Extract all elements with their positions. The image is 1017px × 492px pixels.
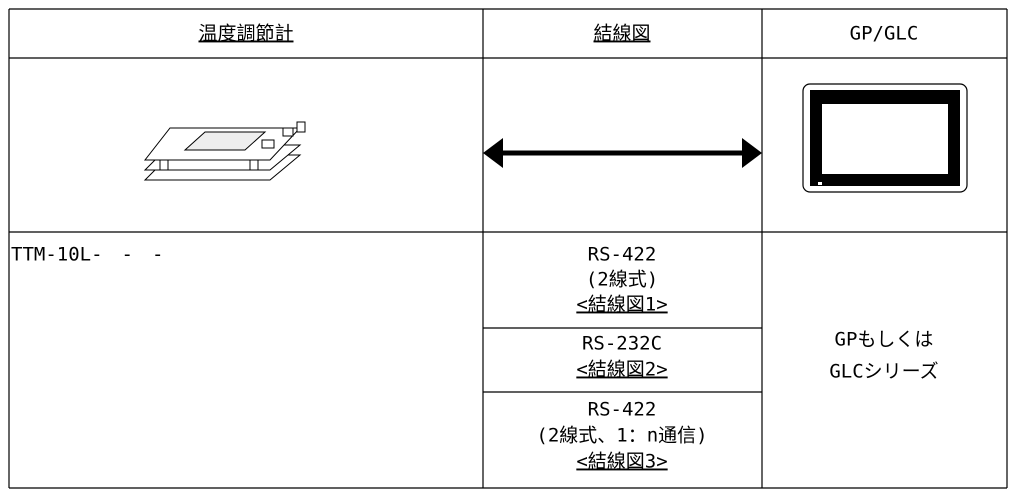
connection-link: <結線図3>: [576, 451, 667, 473]
connection-text: RS-422: [588, 399, 657, 421]
target-text: GPもしくは: [835, 329, 934, 351]
controller-illustration: [143, 121, 306, 181]
connection-text: (2線式、1：n通信): [536, 425, 707, 447]
model-name: TTM-10L- - -: [11, 244, 163, 266]
header-cell: 結線図: [593, 23, 650, 45]
header-cell: 温度調節計: [198, 23, 293, 45]
connection-link: <結線図2>: [576, 359, 667, 381]
display-illustration: [802, 83, 968, 193]
connection-text: RS-232C: [582, 333, 662, 355]
connection-text: (2線式): [586, 269, 658, 291]
connection-link: <結線図1>: [576, 294, 667, 316]
connection-arrow: [483, 138, 762, 168]
target-text: GLCシリーズ: [829, 361, 938, 383]
table-grid: [8, 8, 1008, 489]
connection-text: RS-422: [588, 244, 657, 266]
header-cell: GP/GLC: [850, 23, 919, 45]
